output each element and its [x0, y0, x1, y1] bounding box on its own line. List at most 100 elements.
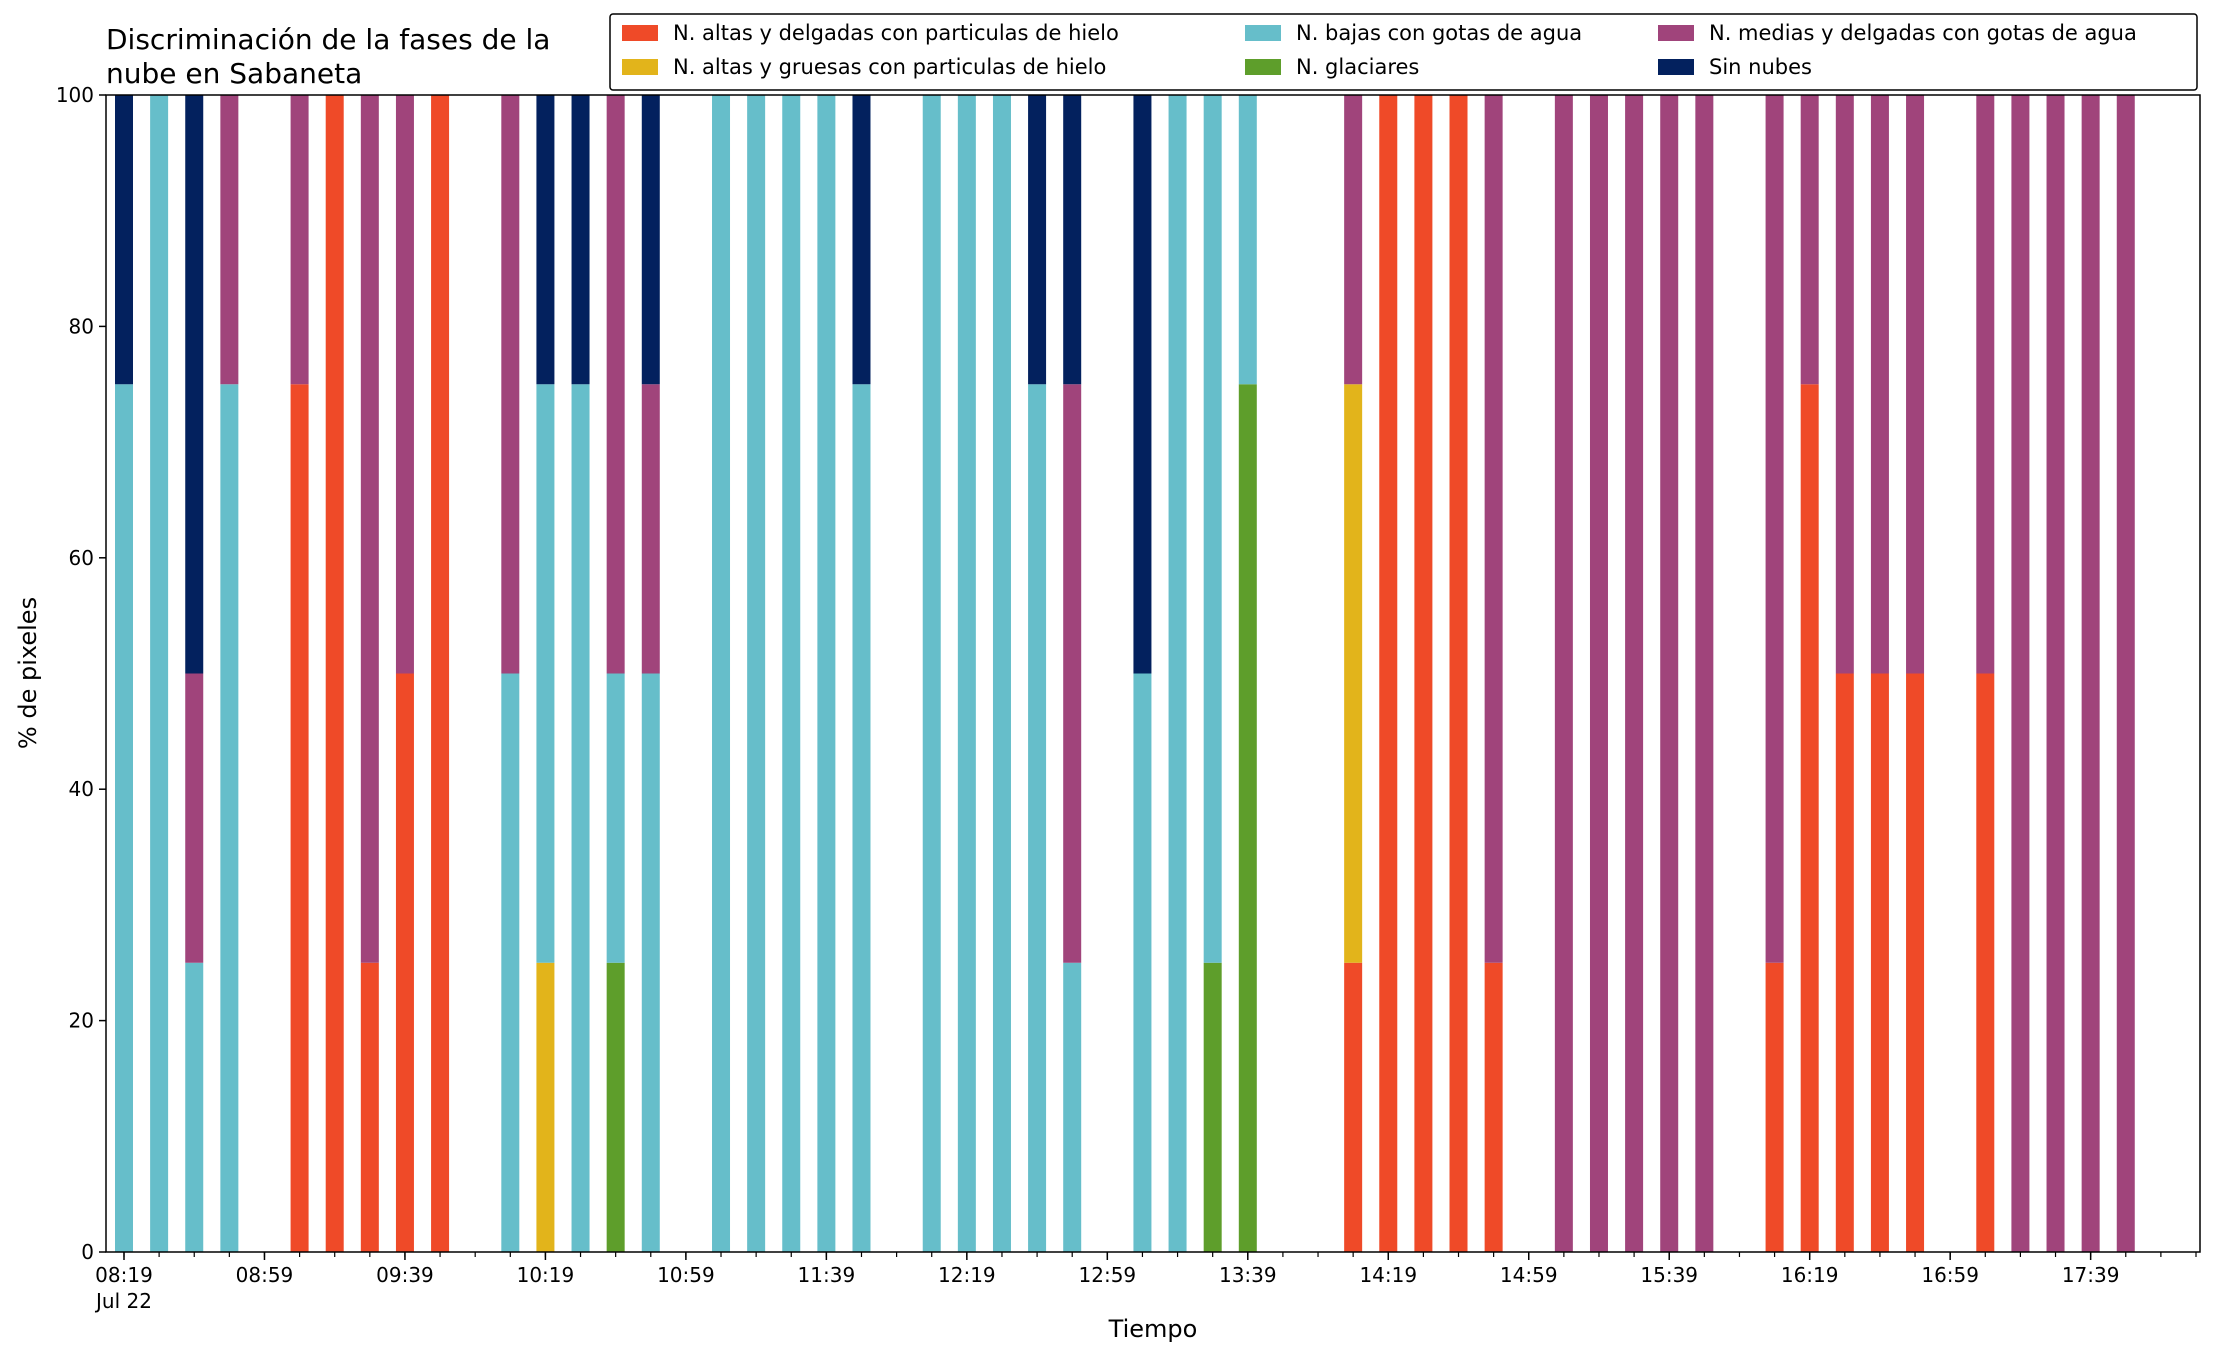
bar-segment-sin-nubes — [1028, 95, 1047, 385]
bar-stack — [1379, 95, 1398, 1252]
bar-stack — [852, 95, 871, 1252]
bar-segment-bajas-agua — [922, 95, 941, 1252]
bar-segment-medias-agua — [2046, 95, 2065, 1252]
bar-segment-medias-agua — [1906, 95, 1925, 674]
bar-segment-altas-delgadas — [290, 384, 309, 1252]
bar-segment-bajas-agua — [606, 673, 625, 963]
bar-segment-altas-delgadas — [1870, 673, 1889, 1252]
legend-label: Sin nubes — [1709, 55, 1812, 79]
x-tick-label: 10:19 — [517, 1263, 575, 1287]
legend-label: N. altas y gruesas con particulas de hie… — [673, 55, 1106, 79]
bar-stack — [1449, 95, 1468, 1252]
bar-segment-bajas-agua — [747, 95, 766, 1252]
legend-swatch — [1245, 25, 1281, 41]
bar-stack — [1414, 95, 1433, 1252]
bar-stack — [1203, 95, 1222, 1252]
x-tick-label: 08:59 — [236, 1263, 294, 1287]
bar-segment-bajas-agua — [150, 95, 169, 1252]
bar-stack — [1660, 95, 1679, 1252]
bar-segment-sin-nubes — [641, 95, 660, 385]
bar-stack — [2046, 95, 2065, 1252]
bar-stack — [1589, 95, 1608, 1252]
bar-segment-medias-agua — [220, 95, 239, 385]
bar-stack — [1835, 95, 1854, 1252]
bar-stack — [1765, 95, 1784, 1252]
bar-segment-medias-agua — [1800, 95, 1819, 385]
bar-segment-bajas-agua — [1063, 962, 1082, 1252]
bar-segment-sin-nubes — [115, 95, 133, 385]
bar-segment-medias-agua — [1554, 95, 1573, 1252]
bar-segment-altas-gruesas — [1344, 384, 1363, 963]
legend: N. altas y delgadas con particulas de hi… — [609, 13, 2198, 91]
bar-segment-bajas-agua — [852, 384, 871, 1252]
legend-item-bajas-agua: N. bajas con gotas de agua — [1245, 21, 1582, 45]
bar-segment-altas-delgadas — [1976, 673, 1995, 1252]
bar-stack — [782, 95, 801, 1252]
bar-segment-bajas-agua — [1133, 673, 1152, 1252]
bar-segment-medias-agua — [2116, 95, 2135, 1252]
bar-segment-altas-delgadas — [1800, 384, 1819, 1252]
legend-item-sin-nubes: Sin nubes — [1658, 55, 1812, 79]
bar-segment-bajas-agua — [957, 95, 976, 1252]
bar-stack — [395, 95, 414, 1252]
legend-label: N. altas y delgadas con particulas de hi… — [673, 21, 1119, 45]
bar-stack — [501, 95, 520, 1252]
bar-segment-glaciares — [1203, 962, 1222, 1252]
legend-label: N. medias y delgadas con gotas de agua — [1709, 21, 2137, 45]
bar-segment-medias-agua — [1589, 95, 1608, 1252]
legend-swatch — [1658, 59, 1694, 75]
bar-stack — [1625, 95, 1644, 1252]
bar-segment-sin-nubes — [185, 95, 204, 674]
y-tick-label: 100 — [56, 83, 94, 107]
bar-segment-altas-delgadas — [1484, 962, 1503, 1252]
x-tick-label: 14:19 — [1359, 1263, 1417, 1287]
legend-swatch — [1658, 25, 1694, 41]
bar-segment-bajas-agua — [782, 95, 801, 1252]
bar-segment-medias-agua — [1835, 95, 1854, 674]
bar-stack — [360, 95, 379, 1252]
bar-stack — [1238, 95, 1257, 1252]
x-tick-label: 08:19 — [95, 1263, 153, 1287]
bar-stack — [115, 95, 133, 1252]
bar-stack — [1063, 95, 1082, 1252]
bar-stack — [747, 95, 766, 1252]
bar-stack — [325, 95, 344, 1252]
bar-segment-medias-agua — [2081, 95, 2100, 1252]
bar-stack — [220, 95, 239, 1252]
bar-segment-medias-agua — [1660, 95, 1679, 1252]
bar-stack — [1800, 95, 1819, 1252]
chart-title: Discriminación de la fases de la nube en… — [106, 23, 550, 90]
bar-segment-bajas-agua — [1168, 95, 1187, 1252]
legend-swatch — [1245, 59, 1281, 75]
bar-segment-bajas-agua — [501, 673, 520, 1252]
y-tick-label: 0 — [81, 1240, 94, 1264]
bar-stack — [1168, 95, 1187, 1252]
bar-stack — [1554, 95, 1573, 1252]
legend-item-altas-gruesas: N. altas y gruesas con particulas de hie… — [622, 55, 1106, 79]
x-tick-label: 16:59 — [1921, 1263, 1979, 1287]
bar-segment-medias-agua — [290, 95, 309, 385]
bar-segment-medias-agua — [1976, 95, 1995, 674]
x-tick-label: 16:19 — [1781, 1263, 1839, 1287]
bar-segment-altas-delgadas — [1414, 95, 1433, 1252]
x-tick-label: 12:19 — [938, 1263, 996, 1287]
bar-segment-medias-agua — [1695, 95, 1714, 1252]
bar-segment-medias-agua — [1484, 95, 1503, 963]
plot-frame — [105, 94, 2201, 1253]
bar-stack — [2081, 95, 2100, 1252]
bar-segment-bajas-agua — [220, 384, 239, 1252]
x-tick-label: 12:59 — [1079, 1263, 1137, 1287]
bar-segment-bajas-agua — [992, 95, 1011, 1252]
bar-stack — [641, 95, 660, 1252]
bar-segment-altas-delgadas — [1449, 95, 1468, 1252]
bar-segment-medias-agua — [1344, 95, 1363, 385]
bar-segment-bajas-agua — [536, 384, 555, 963]
bar-segment-altas-delgadas — [1379, 95, 1398, 1252]
bar-stack — [992, 95, 1011, 1252]
bar-stack — [2011, 95, 2030, 1252]
bar-stack — [150, 95, 169, 1252]
bar-stack — [606, 95, 625, 1252]
bar-stack — [536, 95, 555, 1252]
